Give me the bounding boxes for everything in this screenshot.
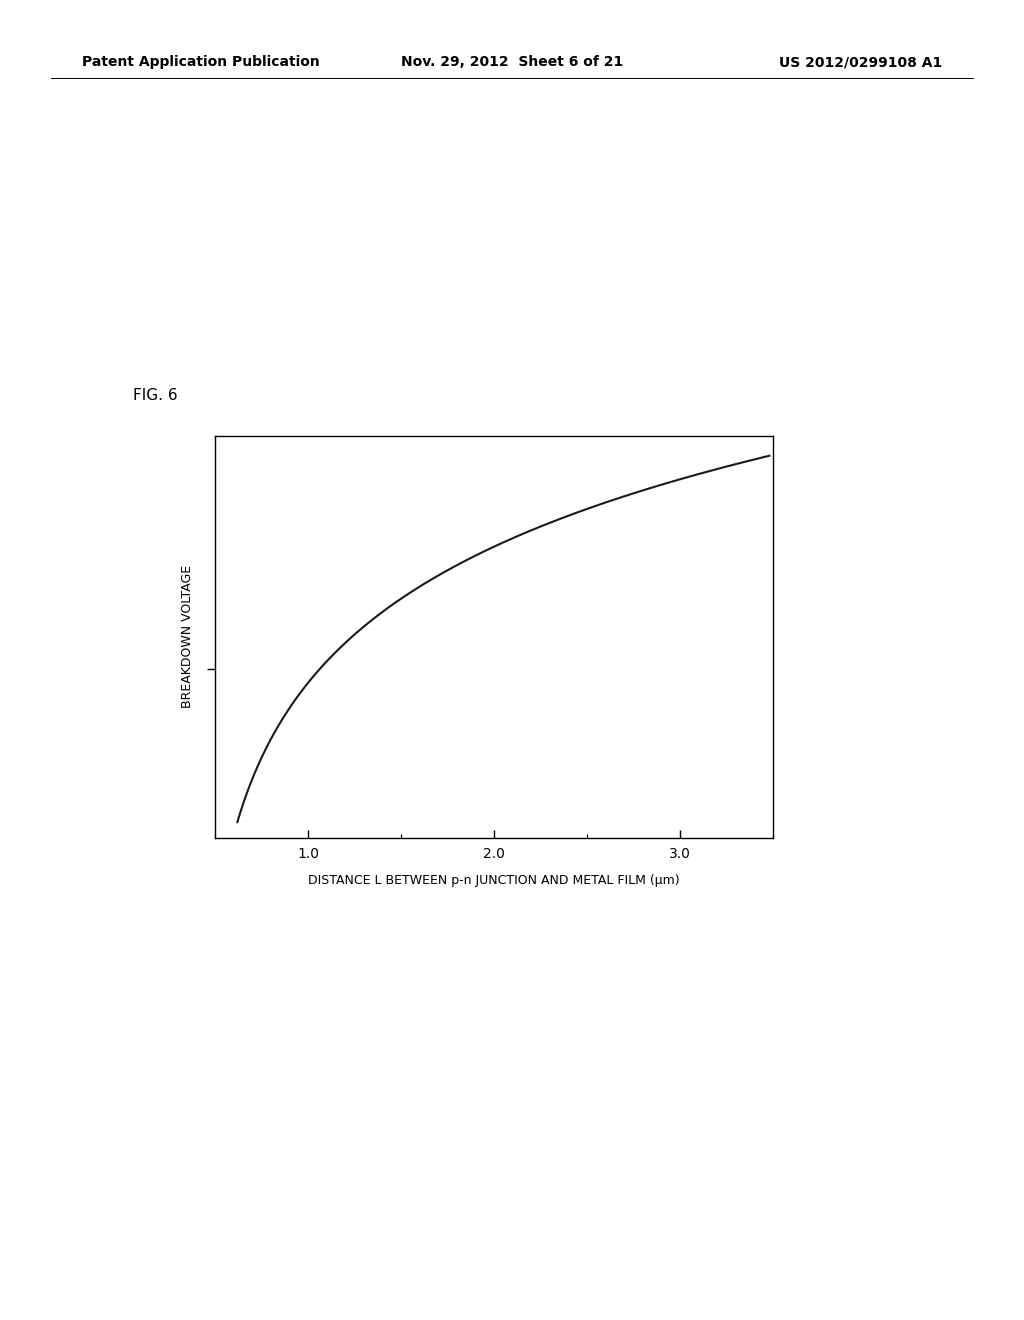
X-axis label: DISTANCE L BETWEEN p-n JUNCTION AND METAL FILM (μm): DISTANCE L BETWEEN p-n JUNCTION AND META… xyxy=(308,874,680,887)
Y-axis label: BREAKDOWN VOLTAGE: BREAKDOWN VOLTAGE xyxy=(180,565,194,709)
Text: Patent Application Publication: Patent Application Publication xyxy=(82,55,319,70)
Text: Nov. 29, 2012  Sheet 6 of 21: Nov. 29, 2012 Sheet 6 of 21 xyxy=(400,55,624,70)
Text: FIG. 6: FIG. 6 xyxy=(133,388,178,403)
Text: US 2012/0299108 A1: US 2012/0299108 A1 xyxy=(779,55,942,70)
